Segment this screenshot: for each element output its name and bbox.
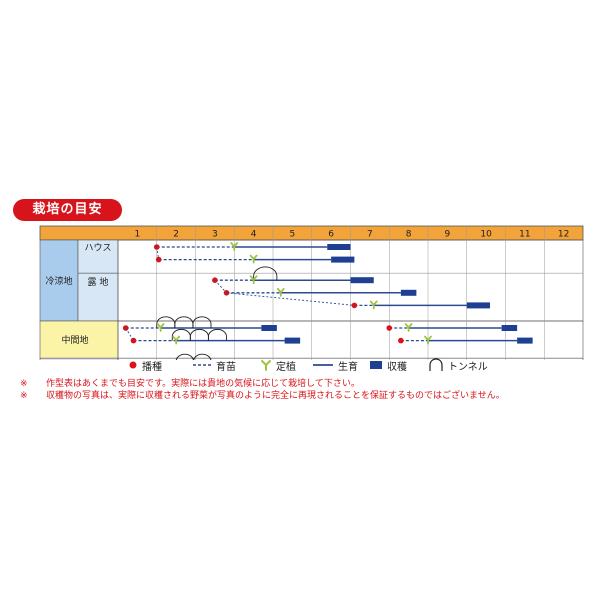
page-title: 栽培の目安 <box>13 199 122 221</box>
month-label: 1 <box>135 230 141 240</box>
note-1: ※ 作型表はあくまでも目安です。実際には貴地の気候に応じて栽培して下さい。 <box>20 376 360 389</box>
tunnel-arc <box>189 328 209 341</box>
sub-cell-roji <box>77 272 119 322</box>
plant-mark <box>404 323 413 332</box>
tunnel-arc <box>253 266 278 281</box>
month-label: 10 <box>480 230 492 240</box>
sub-cell-house <box>77 239 119 274</box>
sow-dot <box>155 256 162 263</box>
legend-item-tunnel: トンネル <box>428 357 488 373</box>
note-mark: ※ <box>20 379 28 389</box>
month-label: 8 <box>406 230 412 240</box>
tunnel-arc <box>207 328 227 341</box>
month-label: 3 <box>212 230 218 240</box>
row-link <box>226 292 355 306</box>
note-text: 作型表はあくまでも目安です。実際には貴地の気候に応じて栽培して下さい。 <box>46 379 360 389</box>
legend-item-sow: 播種 <box>128 357 162 373</box>
legend-label-sow: 播種 <box>142 361 162 373</box>
month-label: 5 <box>290 230 296 240</box>
plant-mark <box>369 300 378 310</box>
sow-dot <box>130 337 137 344</box>
month-label: 7 <box>367 230 373 240</box>
month-label: 12 <box>558 230 569 240</box>
plant-mark <box>276 287 285 297</box>
group-cell <box>39 357 119 360</box>
row-link <box>125 327 134 341</box>
legend: 播種 育苗 定植 生育 収穫 トンネル <box>122 357 562 373</box>
sub-label: ハウス <box>84 243 111 254</box>
harvest-bar <box>350 277 374 284</box>
harvest-bar <box>501 325 518 331</box>
month-label: 9 <box>445 230 451 240</box>
legend-label-harvest: 収穫 <box>387 361 407 373</box>
legend-label-grow: 生育 <box>338 361 358 373</box>
group-cell-reiryo <box>39 239 79 322</box>
legend-label-nursery: 育苗 <box>216 361 236 373</box>
group-label: 冷涼地 <box>45 275 72 287</box>
tunnel-arc <box>192 316 212 328</box>
harvest-bar <box>517 337 533 344</box>
month-label: 2 <box>173 230 179 240</box>
plant-mark <box>172 335 181 345</box>
note-2: ※ 収穫物の写真は、実際に収穫される野菜が写真のように完全に再現されることを保証す… <box>20 388 505 401</box>
harvest-bar <box>400 289 417 296</box>
tunnel-arc <box>193 353 212 360</box>
group-cell <box>39 320 119 359</box>
plant-mark <box>424 335 432 345</box>
legend-label-plant: 定植 <box>276 361 296 373</box>
seedling-icon <box>261 360 271 371</box>
harvest-bar <box>327 244 351 250</box>
legend-label-tunnel: トンネル <box>448 361 488 373</box>
sub-label: 露 地 <box>88 276 109 288</box>
dashed-line-icon <box>193 364 211 366</box>
harvest-bar <box>284 337 301 344</box>
plant-mark <box>230 242 239 251</box>
legend-item-plant: 定植 <box>260 357 296 373</box>
legend-item-nursery: 育苗 <box>192 357 236 373</box>
row-link <box>214 279 227 294</box>
red-dot-icon <box>129 361 137 369</box>
sow-dot <box>398 337 404 344</box>
month-label: 4 <box>251 230 257 240</box>
harvest-bar <box>466 302 490 309</box>
note-text: 収穫物の写真は、実際に収穫される野菜が写真のように完全に再現されることを保証する… <box>46 391 505 401</box>
harvest-bar <box>331 256 355 263</box>
group-label: 中間地 <box>61 334 88 346</box>
legend-item-harvest: 収穫 <box>369 357 407 373</box>
tunnel-arc <box>174 316 194 328</box>
plant-mark <box>249 254 258 264</box>
harvest-box-icon <box>370 361 382 369</box>
month-label: 6 <box>328 230 334 240</box>
month-label: 11 <box>519 230 530 240</box>
note-mark: ※ <box>20 391 28 401</box>
plant-mark <box>156 323 165 332</box>
sow-dot <box>351 302 358 309</box>
sow-dot <box>386 325 393 331</box>
harvest-bar <box>261 325 277 331</box>
solid-line-icon <box>313 364 333 366</box>
tunnel-arc-icon <box>429 358 443 371</box>
plant-mark <box>249 275 258 285</box>
legend-item-grow: 生育 <box>312 357 358 373</box>
